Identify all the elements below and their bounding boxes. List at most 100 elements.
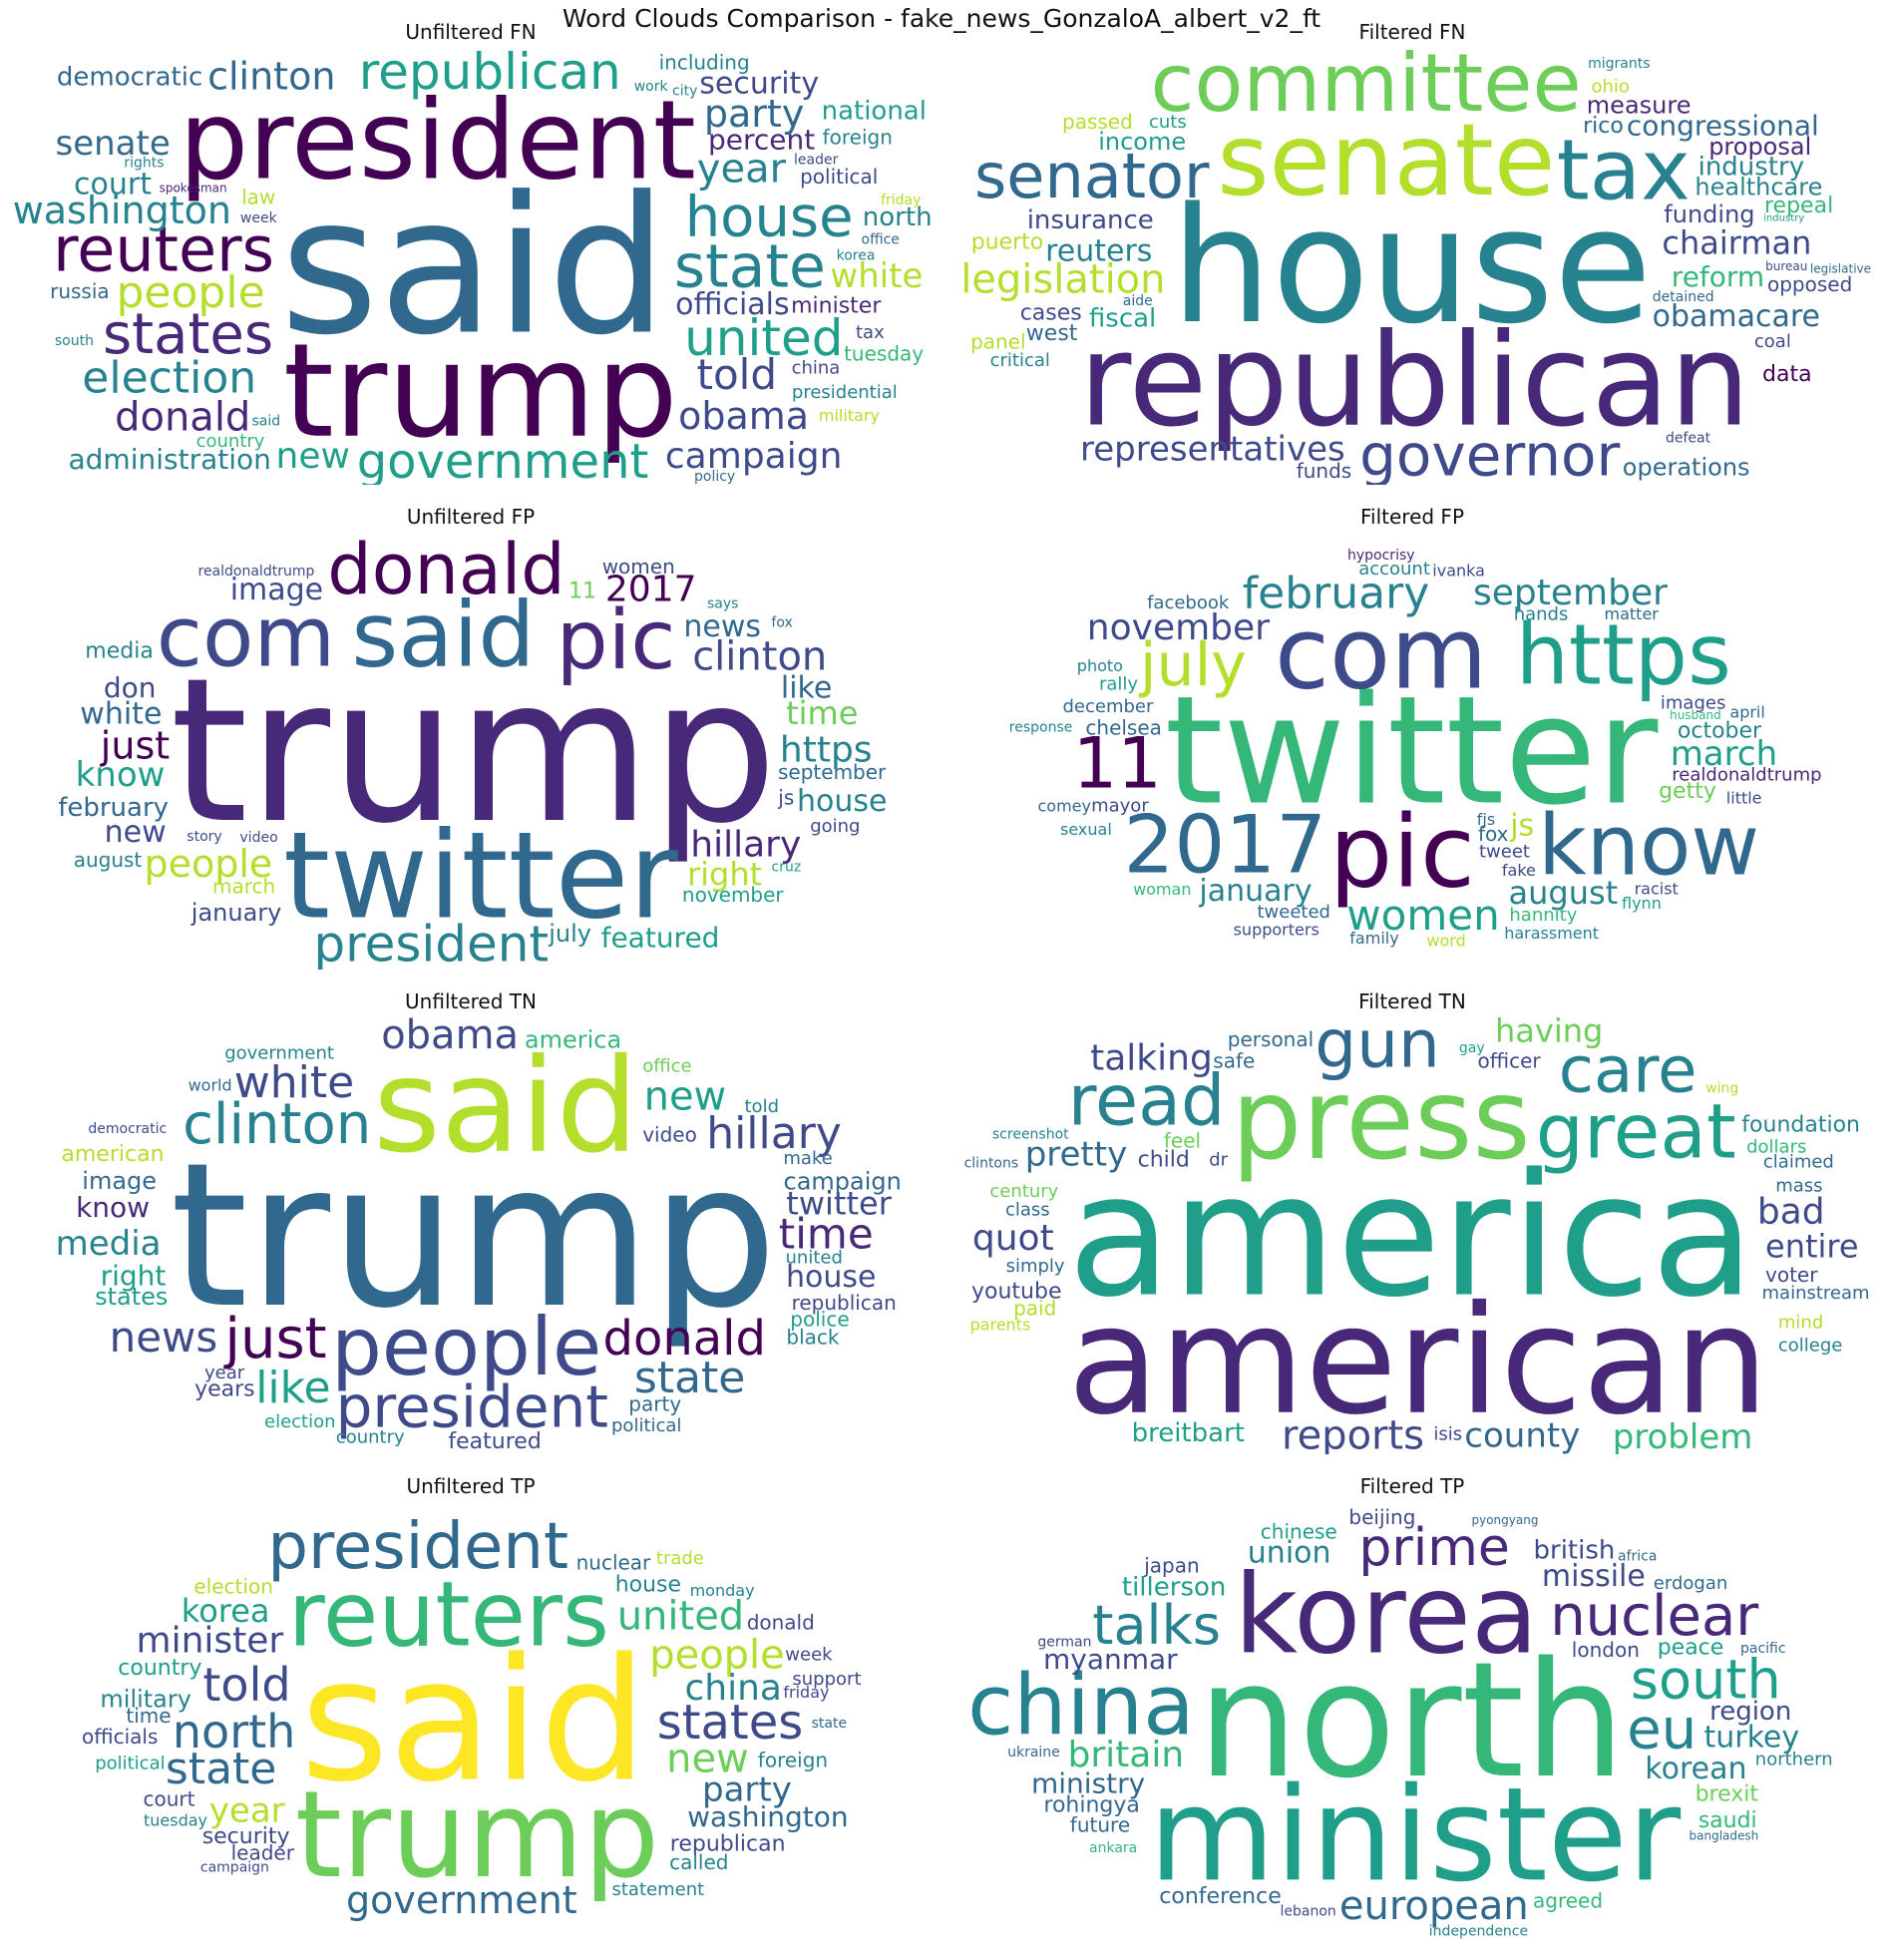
cloud-word: obama — [678, 394, 809, 438]
cloud-word: said — [280, 157, 668, 377]
cloud-word: donald — [747, 1610, 815, 1634]
cloud-word: december — [1063, 696, 1155, 717]
cloud-word: image — [82, 1167, 157, 1195]
word-cloud-unfiltered-fn: said trump president reuters state house state… — [10, 46, 938, 485]
cloud-word: hypocrisy — [1347, 548, 1415, 564]
cloud-word: ministry — [1031, 1767, 1145, 1800]
cloud-word: chelsea — [1085, 715, 1162, 739]
cloud-word: turkey — [1704, 1720, 1800, 1755]
cloud-word: campaign — [665, 436, 843, 477]
cloud-word: britain — [1068, 1735, 1185, 1775]
cloud-word: claimed — [1763, 1152, 1834, 1173]
figure-title: Word Clouds Comparison - fake_news_Gonza… — [562, 4, 1321, 33]
cloud-word: legislation — [960, 256, 1165, 302]
cloud-word: new — [644, 1073, 727, 1119]
word-cloud-unfiltered-tn: trump said people president clinton just donal… — [10, 1015, 938, 1454]
cloud-word: county — [1464, 1416, 1580, 1455]
cloud-word: conference — [1159, 1884, 1281, 1909]
cloud-word: united — [786, 1248, 843, 1269]
cloud-word: like — [255, 1363, 330, 1413]
cloud-word: missile — [1542, 1559, 1646, 1594]
cloud-word: republican — [359, 46, 621, 101]
cloud-word: safe — [1213, 1049, 1255, 1073]
cloud-word: don — [104, 671, 157, 704]
cloud-word: new — [105, 815, 167, 850]
cloud-word: women — [1346, 891, 1499, 940]
cloud-word: campaign — [200, 1860, 269, 1876]
cloud-word: election — [264, 1411, 336, 1432]
cloud-word: mass — [1775, 1175, 1822, 1196]
cloud-word: peace — [1658, 1636, 1724, 1661]
cloud-word: house — [797, 784, 887, 819]
cloud-word: tuesday — [144, 1811, 207, 1830]
cloud-word: united — [684, 309, 843, 367]
cloud-word: news — [110, 1313, 218, 1362]
cloud-word: leader — [794, 153, 839, 169]
cloud-word: court — [144, 1786, 195, 1810]
cloud-word: republican — [670, 1832, 786, 1857]
cloud-word: union — [1248, 1536, 1331, 1571]
cloud-word: women — [602, 555, 675, 579]
cloud-word: september — [778, 760, 887, 784]
cloud-word: march — [1671, 734, 1777, 774]
cloud-word: story — [187, 829, 221, 845]
cloud-word: bureau — [1765, 259, 1807, 273]
cloud-word: cruz — [772, 859, 802, 875]
cloud-word: pyongyang — [1472, 1513, 1539, 1527]
cloud-word: president — [179, 76, 696, 203]
cloud-word: election — [82, 352, 256, 403]
word-cloud-unfiltered-tp: said trump reuters president states north told… — [10, 1500, 938, 1939]
cloud-word: college — [1778, 1335, 1843, 1356]
cloud-word: minister — [1149, 1759, 1682, 1910]
cloud-word: office — [862, 232, 900, 248]
cloud-word: industry — [1763, 213, 1804, 224]
cloud-word: funds — [1297, 459, 1352, 483]
cloud-word: know — [76, 755, 166, 795]
cloud-word: national — [822, 97, 927, 127]
cloud-word: dr — [1209, 1149, 1228, 1170]
cloud-word: getty — [1659, 779, 1716, 804]
cloud-word: obama — [381, 1015, 519, 1058]
cloud-word: west — [1026, 321, 1078, 346]
cloud-word: press — [1231, 1055, 1530, 1185]
cloud-word: april — [1729, 702, 1764, 721]
cloud-word: south — [1631, 1649, 1781, 1712]
cloud-word: house — [1171, 173, 1653, 359]
cloud-word: people — [145, 842, 273, 886]
cloud-word: make — [783, 1148, 832, 1169]
cloud-word: know — [76, 1191, 150, 1224]
cloud-word: saudi — [1698, 1808, 1757, 1833]
cloud-word: senate — [56, 124, 171, 164]
cloud-word: statement — [612, 1879, 705, 1900]
cloud-word: president — [336, 1372, 608, 1440]
cloud-word: tweeted — [1258, 902, 1331, 923]
cloud-word: trump — [295, 1766, 660, 1905]
cloud-word: clintons — [964, 1155, 1019, 1171]
cloud-word: 2017 — [605, 570, 697, 610]
cloud-word: entire — [1765, 1228, 1859, 1266]
cloud-word: child — [1138, 1148, 1190, 1173]
panel-title-filtered-fp: Filtered FP — [1359, 505, 1464, 529]
cloud-word: work — [634, 79, 669, 95]
cloud-word: fiscal — [1089, 304, 1156, 334]
cloud-word: september — [1473, 573, 1668, 613]
cloud-word: washington — [687, 1800, 849, 1833]
cloud-word: senate — [1217, 102, 1555, 218]
cloud-word: rights — [124, 156, 164, 172]
cloud-word: puerto — [971, 230, 1044, 255]
cloud-word: account — [1358, 559, 1430, 580]
cloud-word: insurance — [1027, 205, 1154, 235]
cloud-word: year — [697, 147, 787, 193]
cloud-word: com — [157, 588, 335, 686]
cloud-word: feel — [1164, 1128, 1201, 1152]
cloud-word: northern — [1755, 1749, 1833, 1769]
cloud-word: trump — [283, 315, 678, 467]
cloud-word: class — [1005, 1200, 1050, 1221]
cloud-word: party — [702, 1769, 792, 1809]
cloud-word: security — [202, 1824, 290, 1849]
cloud-word: critical — [990, 350, 1050, 371]
cloud-word: country — [196, 431, 265, 452]
